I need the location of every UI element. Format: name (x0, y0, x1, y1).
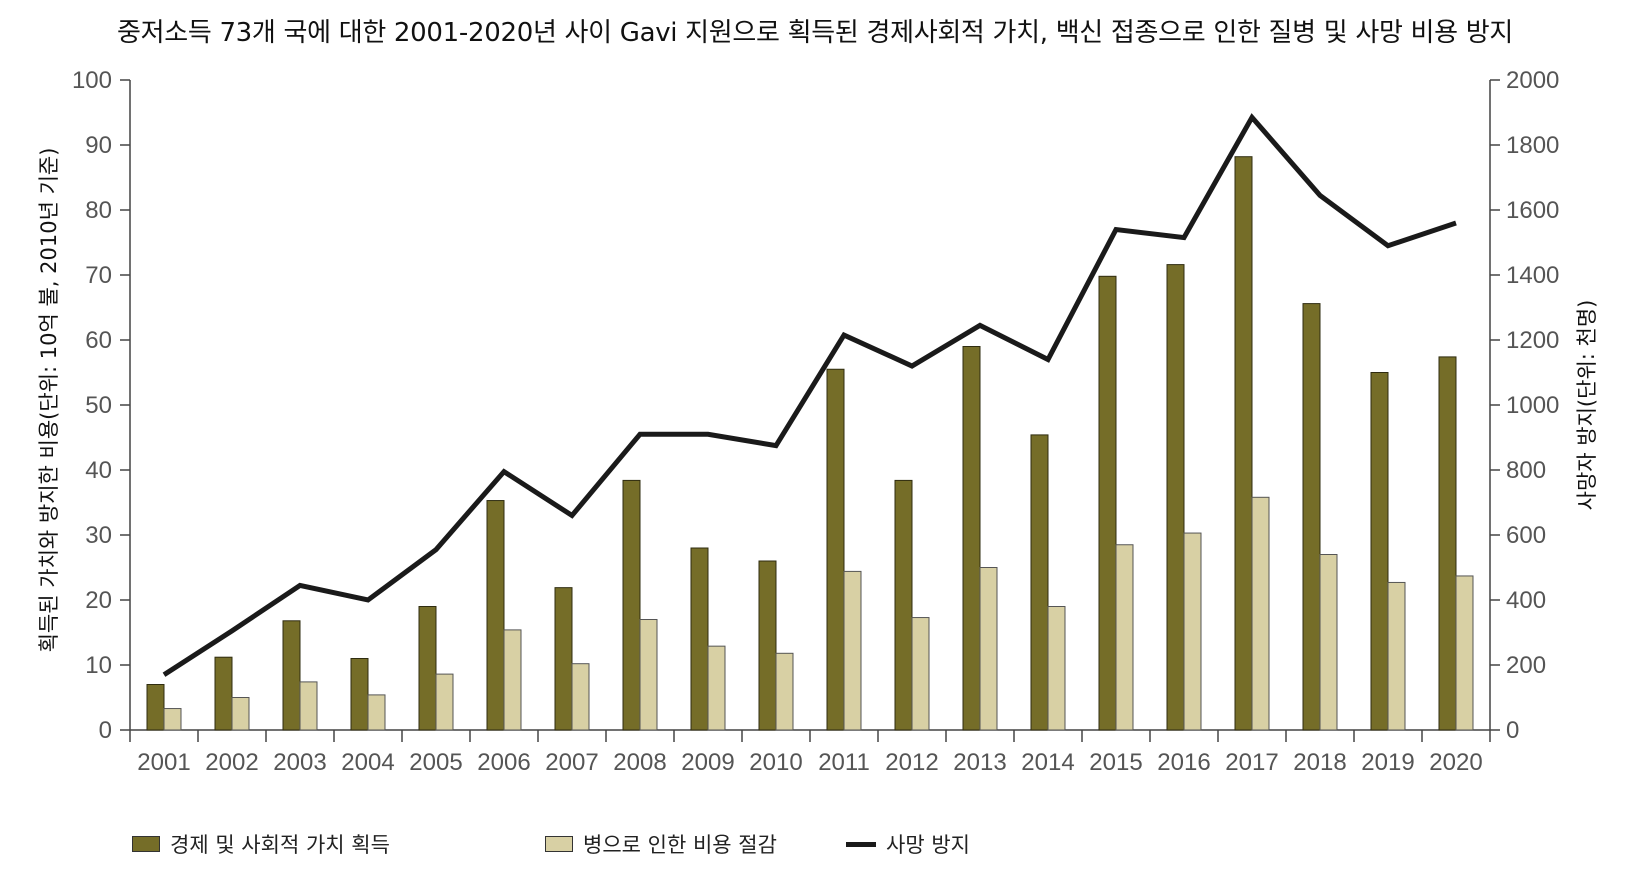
x-tick-label: 2008 (613, 749, 666, 776)
bar-economic-value (758, 560, 777, 731)
bar-cost-savings (1387, 581, 1406, 731)
bar-economic-value (826, 368, 845, 731)
right-tick-label: 0 (1506, 717, 1519, 744)
bar-cost-savings (979, 567, 998, 731)
left-tick-label: 40 (85, 457, 112, 484)
legend-swatch-dark (132, 836, 160, 852)
bar-cost-savings (571, 663, 590, 731)
right-tick-label: 1000 (1506, 392, 1559, 419)
bar-cost-savings (299, 681, 318, 731)
bar-cost-savings (435, 673, 454, 731)
bar-economic-value (1098, 275, 1117, 731)
legend-label: 경제 및 사회적 가치 획득 (170, 833, 390, 857)
bar-cost-savings (231, 697, 250, 731)
bar-economic-value (622, 479, 641, 731)
right-tick-label: 1600 (1506, 197, 1559, 224)
x-tick-label: 2010 (749, 749, 802, 776)
x-tick-label: 2016 (1157, 749, 1210, 776)
legend-item-deaths-averted: 사망 방지 (846, 829, 970, 859)
legend: 경제 및 사회적 가치 획득 병으로 인한 비용 절감 사망 방지 (0, 829, 1630, 869)
legend-item-cost-savings: 병으로 인한 비용 절감 (545, 829, 777, 859)
bar-economic-value (214, 656, 233, 731)
bar-cost-savings (1183, 532, 1202, 731)
left-tick-label: 90 (85, 132, 112, 159)
x-tick-label: 2012 (885, 749, 938, 776)
bar-economic-value (1302, 303, 1321, 731)
bar-cost-savings (1251, 496, 1270, 731)
legend-swatch-light (545, 836, 573, 852)
x-tick-label: 2007 (545, 749, 598, 776)
right-tick-label: 1800 (1506, 132, 1559, 159)
bar-economic-value (282, 620, 301, 731)
chart-title: 중저소득 73개 국에 대한 2001-2020년 사이 Gavi 지원으로 획… (117, 18, 1513, 48)
right-tick-label: 400 (1506, 587, 1546, 614)
bar-cost-savings (639, 619, 658, 731)
bar-economic-value (146, 684, 165, 731)
bar-economic-value (418, 606, 437, 731)
x-tick-label: 2006 (477, 749, 530, 776)
x-tick-label: 2018 (1293, 749, 1346, 776)
bar-economic-value (1370, 372, 1389, 731)
bar-cost-savings (911, 617, 930, 731)
bar-cost-savings (503, 629, 522, 731)
x-tick-label: 2015 (1089, 749, 1142, 776)
left-tick-label: 80 (85, 197, 112, 224)
x-tick-label: 2001 (137, 749, 190, 776)
right-tick-label: 2000 (1506, 67, 1559, 94)
x-tick-label: 2005 (409, 749, 462, 776)
bar-economic-value (1438, 356, 1457, 731)
bar-economic-value (894, 479, 913, 731)
right-tick-label: 200 (1506, 652, 1546, 679)
bar-economic-value (962, 346, 981, 731)
bar-cost-savings (1319, 554, 1338, 731)
left-tick-label: 10 (85, 652, 112, 679)
bar-cost-savings (1047, 606, 1066, 731)
x-tick-label: 2020 (1429, 749, 1482, 776)
legend-label: 사망 방지 (886, 833, 970, 857)
right-tick-label: 800 (1506, 457, 1546, 484)
bar-cost-savings (367, 694, 386, 731)
bar-economic-value (350, 658, 369, 731)
x-tick-label: 2003 (273, 749, 326, 776)
right-tick-label: 1400 (1506, 262, 1559, 289)
left-tick-label: 30 (85, 522, 112, 549)
bar-economic-value (1166, 264, 1185, 731)
x-tick-label: 2017 (1225, 749, 1278, 776)
x-tick-label: 2009 (681, 749, 734, 776)
bar-economic-value (486, 500, 505, 731)
line-series (162, 113, 1457, 677)
legend-label: 병으로 인한 비용 절감 (583, 833, 777, 857)
left-tick-label: 0 (99, 717, 112, 744)
bar-economic-value (1234, 156, 1253, 731)
right-tick-label: 600 (1506, 522, 1546, 549)
bar-cost-savings (163, 708, 182, 731)
right-axis-title: 사망자 방지(단위: 천명) (1575, 300, 1599, 511)
bar-economic-value (690, 547, 709, 731)
x-tick-label: 2013 (953, 749, 1006, 776)
bar-economic-value (1030, 434, 1049, 731)
left-tick-label: 60 (85, 327, 112, 354)
bar-series (146, 156, 1474, 731)
left-tick-label: 50 (85, 392, 112, 419)
x-tick-label: 2002 (205, 749, 258, 776)
bar-economic-value (554, 587, 573, 731)
right-tick-label: 1200 (1506, 327, 1559, 354)
bar-cost-savings (843, 570, 862, 731)
bar-cost-savings (1115, 544, 1134, 731)
bar-cost-savings (775, 652, 794, 731)
left-tick-label: 20 (85, 587, 112, 614)
legend-item-economic-value: 경제 및 사회적 가치 획득 (132, 829, 390, 859)
x-tick-label: 2014 (1021, 749, 1074, 776)
legend-line-swatch (846, 841, 876, 847)
x-tick-label: 2004 (341, 749, 394, 776)
left-tick-label: 70 (85, 262, 112, 289)
x-tick-label: 2019 (1361, 749, 1414, 776)
bar-cost-savings (1455, 575, 1474, 731)
left-tick-label: 100 (72, 67, 112, 94)
x-tick-label: 2011 (818, 749, 870, 776)
deaths-averted-line (162, 113, 1457, 677)
bar-cost-savings (707, 645, 726, 731)
left-axis-title: 획득된 가치와 방지한 비용(단위: 10억 불, 2010년 기준) (37, 148, 61, 653)
